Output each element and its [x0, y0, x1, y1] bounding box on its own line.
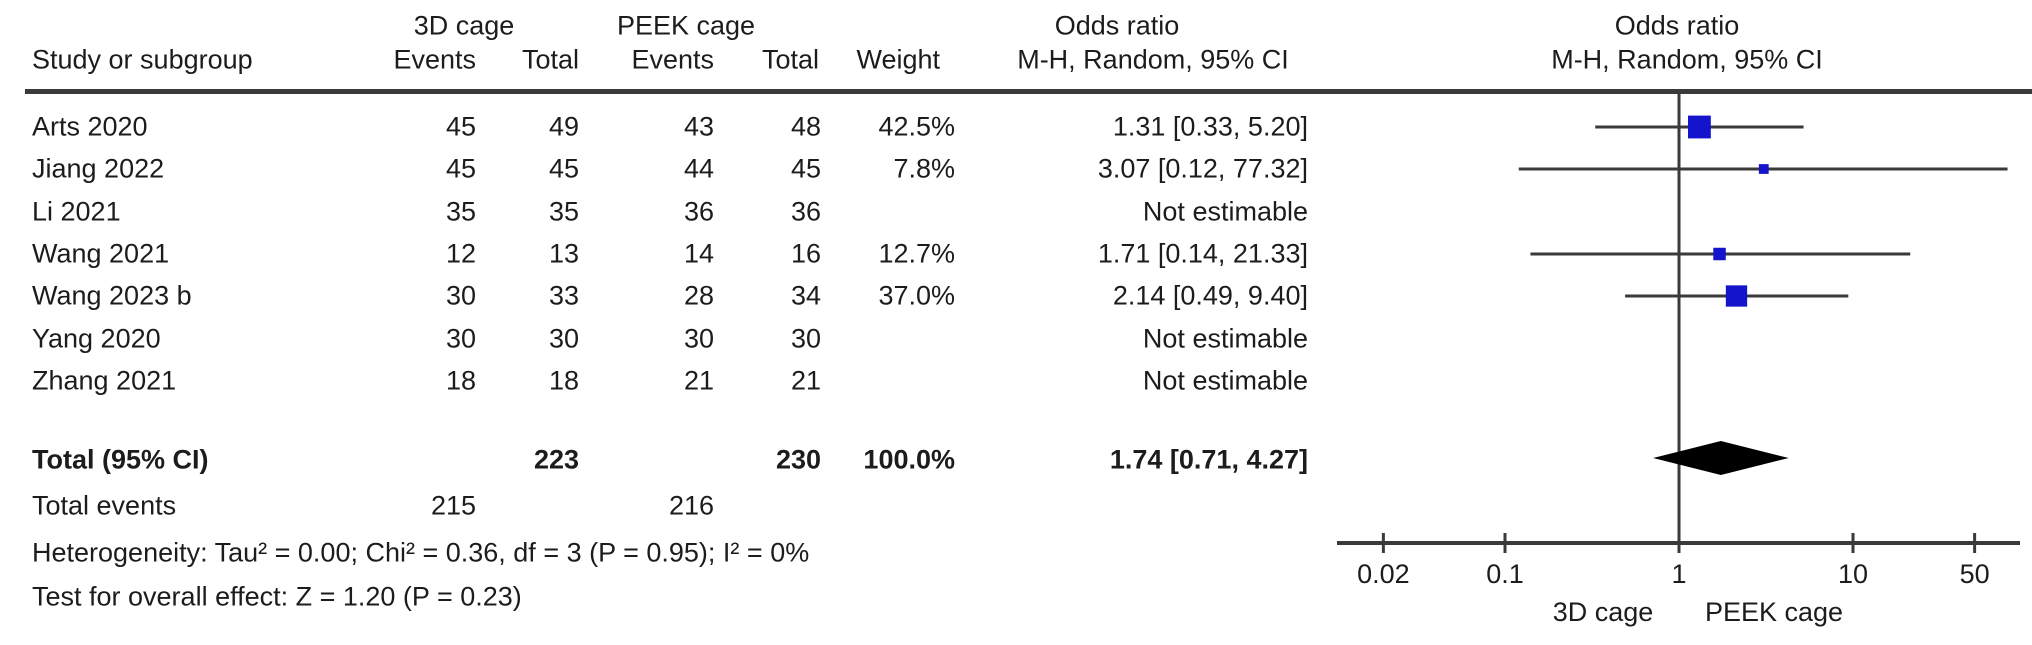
study-name: Zhang 2021 [32, 365, 177, 396]
events2-value: 36 [683, 196, 714, 227]
study-name: Wang 2023 b [32, 280, 192, 311]
total1-value: 33 [548, 280, 579, 311]
or-ci-value: Not estimable [1142, 365, 1308, 396]
total-row-total1: 223 [533, 444, 579, 475]
effect-square [1713, 247, 1726, 261]
study-name: Yang 2020 [32, 323, 161, 354]
mh-text-column-header: M-H, Random, 95% CI [1017, 44, 1289, 75]
favours-left-label: 3D cage [1553, 597, 1654, 627]
or-ci-value: 2.14 [0.49, 9.40] [1112, 280, 1308, 311]
or-ci-value: 1.31 [0.33, 5.20] [1112, 111, 1308, 142]
mh-plot-column-header: M-H, Random, 95% CI [1551, 44, 1823, 75]
total1-value: 45 [548, 153, 579, 184]
study-name: Jiang 2022 [32, 153, 165, 184]
or-ci-value: 3.07 [0.12, 77.32] [1097, 153, 1308, 184]
or-ci-value: Not estimable [1142, 196, 1308, 227]
group2-header: PEEK cage [616, 10, 756, 41]
total2-value: 21 [790, 365, 821, 396]
total1-value: 18 [548, 365, 579, 396]
or-ci-value: Not estimable [1142, 323, 1308, 354]
total-row-label: Total (95% CI) [32, 444, 209, 475]
weight-value: 12.7% [878, 238, 955, 269]
events1-value: 35 [445, 196, 476, 227]
or-ci-value: 1.71 [0.14, 21.33] [1097, 238, 1308, 269]
events2-value: 14 [683, 238, 714, 269]
x-axis-tick-label: 0.1 [1486, 559, 1524, 589]
weight-value: 7.8% [893, 153, 955, 184]
overall-effect-stats: Test for overall effect: Z = 1.20 (P = 0… [32, 581, 522, 612]
x-axis-tick-label: 1 [1671, 559, 1686, 589]
effect-square [1758, 164, 1769, 174]
total1-value: 13 [548, 238, 579, 269]
odds-ratio-text-column-title: Odds ratio [1054, 10, 1180, 41]
events2-value: 43 [683, 111, 714, 142]
total-events-label: Total events [32, 490, 177, 521]
total2-value: 48 [790, 111, 821, 142]
total1-value: 35 [548, 196, 579, 227]
total2-column-header: Total [761, 44, 819, 75]
favours-right-label: PEEK cage [1705, 597, 1843, 627]
study-name: Li 2021 [32, 196, 121, 227]
effect-square [1687, 115, 1711, 139]
total1-value: 49 [548, 111, 579, 142]
total2-value: 36 [790, 196, 821, 227]
x-axis-tick-label: 0.02 [1357, 559, 1410, 589]
events1-column-header: Events [393, 44, 476, 75]
group1-header: 3D cage [413, 10, 515, 41]
total2-value: 30 [790, 323, 821, 354]
header-rule [25, 89, 2032, 94]
total2-value: 45 [790, 153, 821, 184]
study-name: Wang 2021 [32, 238, 170, 269]
events2-value: 28 [683, 280, 714, 311]
total-row-total2: 230 [775, 444, 821, 475]
total-row-or-ci: 1.74 [0.71, 4.27] [1109, 444, 1308, 475]
total-diamond [1653, 441, 1789, 475]
events1-value: 30 [445, 323, 476, 354]
total2-value: 16 [790, 238, 821, 269]
weight-value: 37.0% [878, 280, 955, 311]
total-row-weight: 100.0% [863, 444, 955, 475]
events2-value: 30 [683, 323, 714, 354]
events1-value: 12 [445, 238, 476, 269]
total-events-group1: 215 [430, 490, 476, 521]
events2-value: 21 [683, 365, 714, 396]
total1-value: 30 [548, 323, 579, 354]
x-axis-tick-label: 50 [1960, 559, 1990, 589]
odds-ratio-plot-column-title: Odds ratio [1614, 10, 1740, 41]
total2-value: 34 [790, 280, 821, 311]
events1-value: 18 [445, 365, 476, 396]
weight-column-header: Weight [856, 44, 940, 75]
events1-value: 45 [445, 111, 476, 142]
events2-column-header: Events [631, 44, 714, 75]
events2-value: 44 [683, 153, 714, 184]
total-events-group2: 216 [668, 490, 714, 521]
events1-value: 45 [445, 153, 476, 184]
study-column-header: Study or subgroup [32, 44, 253, 75]
events1-value: 30 [445, 280, 476, 311]
effect-square [1725, 285, 1748, 307]
total1-column-header: Total [521, 44, 579, 75]
heterogeneity-stats: Heterogeneity: Tau² = 0.00; Chi² = 0.36,… [32, 537, 810, 568]
x-axis-tick-label: 10 [1838, 559, 1868, 589]
weight-value: 42.5% [878, 111, 955, 142]
study-name: Arts 2020 [32, 111, 148, 142]
